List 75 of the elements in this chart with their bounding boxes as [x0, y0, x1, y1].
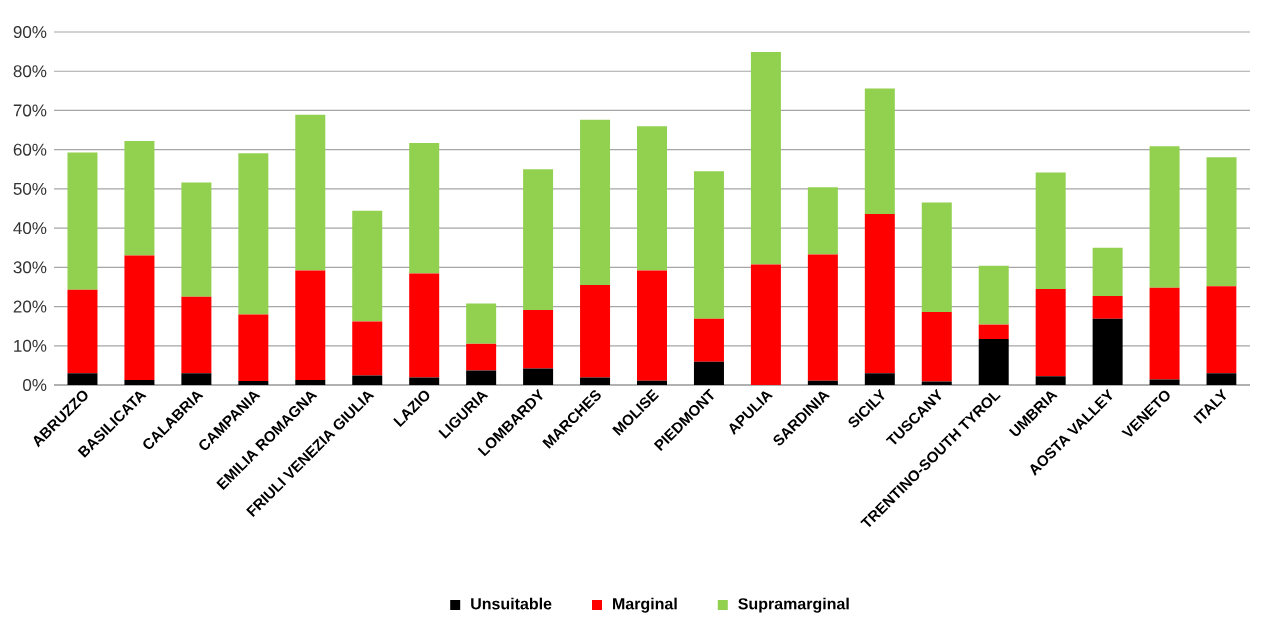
bar: [1149, 287, 1180, 380]
bar: [295, 270, 326, 380]
bar: [409, 143, 440, 274]
bar: [181, 296, 212, 374]
bar: [637, 270, 668, 381]
bar: [807, 380, 838, 385]
bar: [921, 381, 952, 385]
bar: [466, 303, 497, 344]
bar: [238, 153, 269, 315]
bar: [750, 52, 781, 265]
y-tick-label: 80%: [13, 65, 47, 78]
bar: [67, 152, 98, 290]
bar: [238, 381, 269, 385]
bar: [1092, 318, 1123, 385]
bar: [67, 373, 98, 385]
bar: [466, 343, 497, 371]
bar: [864, 373, 895, 385]
bar: [1035, 376, 1066, 385]
bar: [523, 310, 554, 369]
bar: [580, 119, 611, 285]
bar: [978, 339, 1009, 385]
bar: [807, 254, 838, 381]
y-tick-label: 20%: [13, 300, 47, 313]
bar: [1035, 288, 1066, 377]
bar: [352, 375, 383, 385]
bar: [637, 380, 668, 385]
bar: [1149, 146, 1180, 288]
legend-label: Unsuitable: [471, 597, 552, 610]
bar: [1092, 247, 1123, 296]
y-tick-label: 0%: [23, 379, 47, 392]
y-tick-label: 10%: [14, 339, 47, 352]
bar: [864, 88, 895, 214]
y-tick-label: 90%: [13, 26, 47, 39]
bar: [750, 264, 781, 385]
legend-label: Marginal: [613, 597, 677, 613]
bar: [693, 318, 724, 362]
y-tick-label: 60%: [13, 143, 47, 156]
legend-label: Supramarginal: [738, 597, 849, 613]
bar: [978, 324, 1009, 340]
bar: [1092, 295, 1123, 319]
bar: [580, 377, 611, 385]
bar: [124, 255, 155, 380]
bar: [693, 171, 724, 319]
bar: [409, 273, 440, 378]
bar: [124, 379, 155, 385]
bar: [523, 169, 554, 311]
bar: [352, 210, 383, 322]
bar: [1206, 373, 1237, 385]
bar: [523, 368, 554, 385]
bar: [921, 312, 952, 382]
bar: [466, 370, 497, 385]
bar: [124, 141, 155, 256]
bar: [864, 213, 895, 374]
y-tick-label: 40%: [13, 222, 47, 235]
bar: [693, 361, 724, 385]
bar: [921, 202, 952, 313]
bar: [978, 265, 1009, 325]
bar: [295, 379, 326, 385]
bar: [1149, 379, 1180, 385]
bar: [181, 182, 212, 297]
bar: [295, 114, 326, 271]
bar: [409, 377, 440, 385]
bar: [637, 126, 668, 271]
y-tick-label: 70%: [13, 104, 47, 117]
y-tick-label: 30%: [13, 261, 47, 274]
y-tick-label: 50%: [13, 182, 47, 195]
bar: [580, 284, 611, 378]
bar: [1206, 157, 1237, 287]
bar: [181, 373, 212, 385]
bar: [1206, 286, 1237, 374]
bar: [238, 314, 269, 382]
bar: [1035, 172, 1066, 289]
bar: [352, 321, 383, 376]
bar: [807, 187, 838, 255]
bar: [67, 289, 98, 374]
